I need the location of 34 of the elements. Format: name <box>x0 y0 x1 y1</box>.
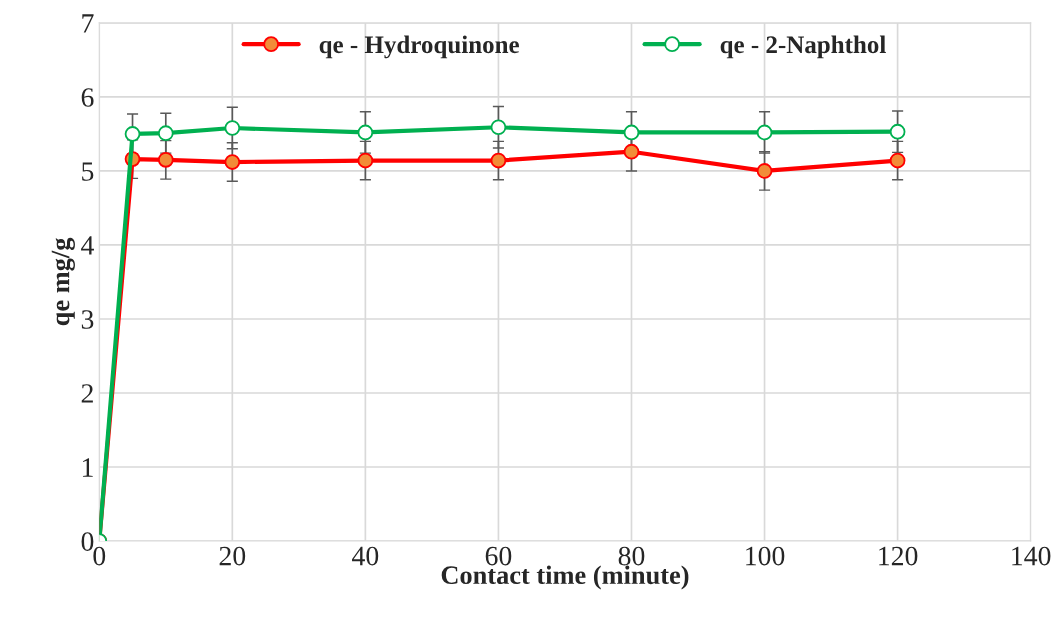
x-tick-label: 120 <box>879 546 918 566</box>
point <box>157 151 174 168</box>
y-tick-label: 7 <box>82 14 94 33</box>
x-tick-label: 100 <box>746 546 785 566</box>
point <box>357 124 374 141</box>
point <box>623 143 640 160</box>
y-axis-title: qe mg/g <box>51 237 75 326</box>
point <box>124 126 141 142</box>
x-axis-title: Contact time (minute) <box>441 565 689 590</box>
y-tick-label: 6 <box>81 88 94 107</box>
point <box>224 154 241 170</box>
point <box>490 152 507 169</box>
point <box>756 124 773 141</box>
x-tick-label: 60 <box>485 546 512 566</box>
x-tick-label: 20 <box>219 546 246 566</box>
point <box>756 163 773 179</box>
y-tick-label: 3 <box>81 310 94 329</box>
point <box>157 125 174 142</box>
point <box>357 152 374 169</box>
point <box>889 152 906 169</box>
x-tick-label: 80 <box>618 546 645 566</box>
y-tick-label: 5 <box>82 162 94 181</box>
point <box>889 123 906 140</box>
legend-label: qe - 2-Naphthol <box>720 35 886 59</box>
x-tick-label: 140 <box>1012 546 1051 566</box>
y-tick-label: 2 <box>81 384 93 403</box>
x-tick-label: 40 <box>352 546 379 566</box>
point <box>623 124 640 141</box>
y-tick-label: 0 <box>81 532 94 551</box>
point <box>490 119 507 136</box>
point <box>224 120 241 136</box>
y-tick-label: 4 <box>81 236 94 255</box>
y-tick-label: 1 <box>82 458 93 477</box>
legend-label: qe - Hydroquinone <box>319 35 519 59</box>
